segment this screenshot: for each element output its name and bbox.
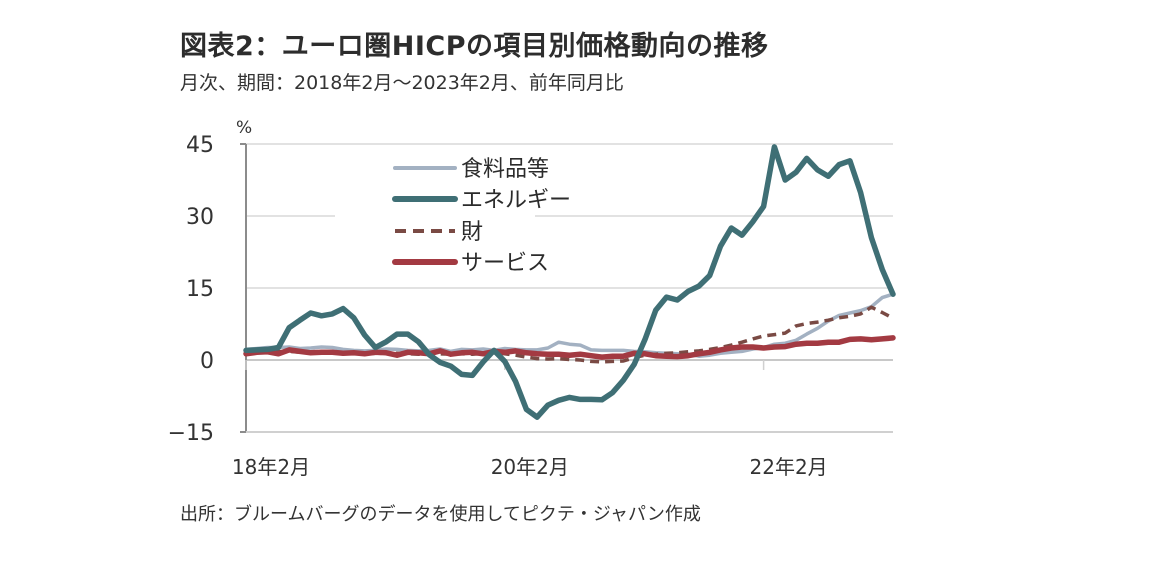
legend-background bbox=[335, 150, 535, 275]
legend-label: 財 bbox=[461, 220, 483, 245]
y-tick-label: 0 bbox=[200, 349, 214, 374]
legend-label: 食料品等 bbox=[461, 157, 549, 182]
chart-subtitle: 月次、期間：2018年2月～2023年2月、前年同月比 bbox=[180, 72, 624, 94]
series-lines bbox=[243, 144, 896, 420]
legend-label: サービス bbox=[461, 251, 549, 276]
legend-label: エネルギー bbox=[461, 188, 571, 213]
x-tick-label: 20年2月 bbox=[491, 455, 569, 479]
source-note: 出所：ブルームバーグのデータを使用してピクテ・ジャパン作成 bbox=[180, 504, 701, 525]
y-tick-label: −15 bbox=[168, 421, 214, 446]
y-tick-label: 45 bbox=[186, 133, 214, 158]
series-line-services bbox=[243, 335, 896, 360]
y-tick-labels: 45 30 15 0 −15 bbox=[168, 133, 214, 446]
y-axis-unit-label: % bbox=[236, 118, 252, 138]
y-tick-label: 15 bbox=[186, 277, 214, 302]
chart-title: 図表2：ユーロ圏HICPの項目別価格動向の推移 bbox=[180, 31, 769, 62]
x-tick-label: 22年2月 bbox=[750, 455, 828, 479]
series-line-energy bbox=[243, 144, 896, 420]
x-tick-label: 18年2月 bbox=[232, 455, 310, 479]
x-tick-labels: 18年2月 20年2月 22年2月 bbox=[232, 455, 828, 479]
y-tick-label: 30 bbox=[186, 205, 214, 230]
